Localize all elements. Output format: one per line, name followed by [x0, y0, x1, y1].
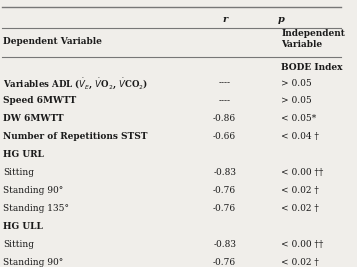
- Text: -0.83: -0.83: [213, 240, 236, 249]
- Text: Independent
Variable: Independent Variable: [281, 29, 345, 49]
- Text: Sitting: Sitting: [4, 168, 34, 177]
- Text: Standing 90°: Standing 90°: [4, 186, 64, 195]
- Text: Sitting: Sitting: [4, 240, 34, 249]
- Text: < 0.02 †: < 0.02 †: [281, 258, 319, 267]
- Text: BODE Index: BODE Index: [281, 63, 343, 72]
- Text: < 0.02 †: < 0.02 †: [281, 186, 319, 195]
- Text: -0.83: -0.83: [213, 168, 236, 177]
- Text: -0.76: -0.76: [213, 204, 236, 213]
- Text: ----: ----: [218, 78, 231, 88]
- Text: < 0.00 ††: < 0.00 ††: [281, 240, 323, 249]
- Text: HG URL: HG URL: [4, 150, 44, 159]
- Text: Number of Repetitions STST: Number of Repetitions STST: [4, 132, 148, 141]
- Text: Variables ADL ($\dot{V}_{E}$, $\dot{V}$O$_{2}$, $\dot{V}$CO$_{2}$): Variables ADL ($\dot{V}_{E}$, $\dot{V}$O…: [4, 76, 149, 91]
- Text: < 0.04 †: < 0.04 †: [281, 132, 319, 141]
- Text: > 0.05: > 0.05: [281, 96, 312, 105]
- Text: -0.86: -0.86: [213, 114, 236, 123]
- Text: r: r: [222, 15, 227, 24]
- Text: ----: ----: [218, 96, 231, 105]
- Text: < 0.05*: < 0.05*: [281, 114, 316, 123]
- Text: p: p: [278, 15, 285, 24]
- Text: < 0.02 †: < 0.02 †: [281, 204, 319, 213]
- Text: -0.76: -0.76: [213, 186, 236, 195]
- Text: Dependent Variable: Dependent Variable: [4, 37, 102, 46]
- Text: Standing 90°: Standing 90°: [4, 258, 64, 267]
- Text: HG ULL: HG ULL: [4, 222, 43, 231]
- Text: -0.76: -0.76: [213, 258, 236, 267]
- Text: Speed 6MWTT: Speed 6MWTT: [4, 96, 77, 105]
- Text: DW 6MWTT: DW 6MWTT: [4, 114, 64, 123]
- Text: Standing 135°: Standing 135°: [4, 204, 69, 213]
- Text: > 0.05: > 0.05: [281, 78, 312, 88]
- Text: < 0.00 ††: < 0.00 ††: [281, 168, 323, 177]
- Text: -0.66: -0.66: [213, 132, 236, 141]
